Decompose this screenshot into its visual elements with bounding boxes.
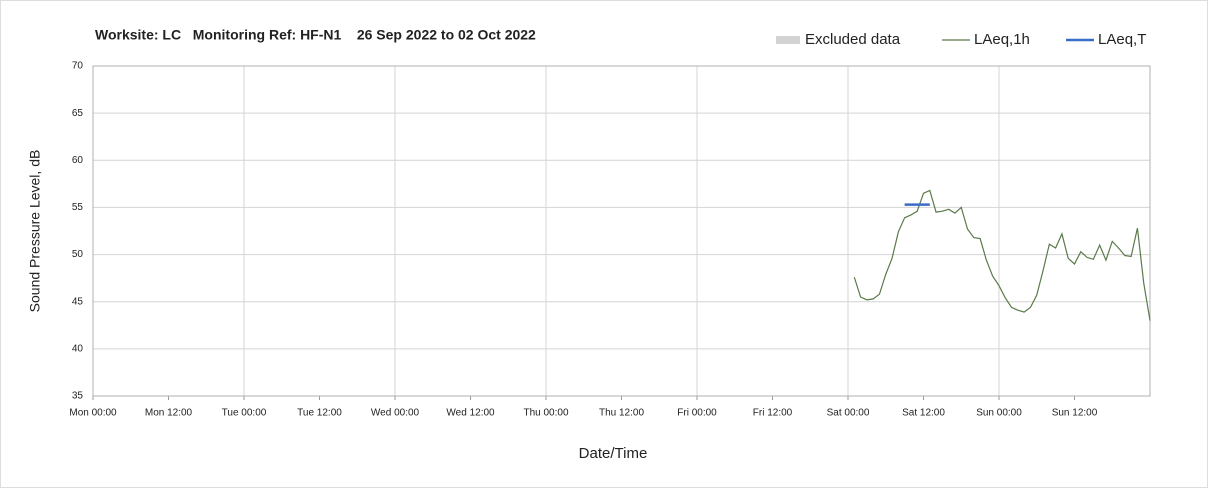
series-line xyxy=(853,189,1151,321)
x-tick-label: Sun 12:00 xyxy=(1052,408,1098,419)
y-tick-label: 60 xyxy=(72,155,84,166)
y-tick-label: 65 xyxy=(72,108,84,119)
x-tick-label: Thu 00:00 xyxy=(523,408,568,419)
x-tick-label: Wed 12:00 xyxy=(446,408,495,419)
legend-label: Excluded data xyxy=(805,31,901,48)
x-tick-label: Wed 00:00 xyxy=(371,408,420,419)
y-tick-label: 55 xyxy=(72,202,84,213)
chart-title: Worksite: LC Monitoring Ref: HF-N1 26 Se… xyxy=(95,27,536,43)
x-tick-label: Mon 12:00 xyxy=(145,408,193,419)
x-tick-label: Fri 00:00 xyxy=(677,408,717,419)
x-tick-label: Tue 00:00 xyxy=(222,408,267,419)
legend-label: LAeq,T xyxy=(1098,31,1146,48)
y-tick-label: 35 xyxy=(72,391,84,402)
x-tick-label: Sat 00:00 xyxy=(827,408,870,419)
x-tick-label: Tue 12:00 xyxy=(297,408,342,419)
y-axis-label: Sound Pressure Level, dB xyxy=(27,150,43,313)
x-tick-label: Fri 12:00 xyxy=(753,408,793,419)
y-tick-label: 50 xyxy=(72,249,84,260)
y-tick-label: 40 xyxy=(72,343,84,354)
x-tick-label: Thu 12:00 xyxy=(599,408,644,419)
x-tick-label: Sat 12:00 xyxy=(902,408,945,419)
legend-label: LAeq,1h xyxy=(974,31,1030,48)
x-tick-label: Mon 00:00 xyxy=(69,408,117,419)
y-tick-label: 70 xyxy=(72,61,84,72)
legend-swatch xyxy=(776,36,800,44)
plot-border xyxy=(92,65,1151,397)
x-axis-label: Date/Time xyxy=(579,445,648,462)
y-tick-label: 45 xyxy=(72,296,84,307)
x-tick-label: Sun 00:00 xyxy=(976,408,1022,419)
